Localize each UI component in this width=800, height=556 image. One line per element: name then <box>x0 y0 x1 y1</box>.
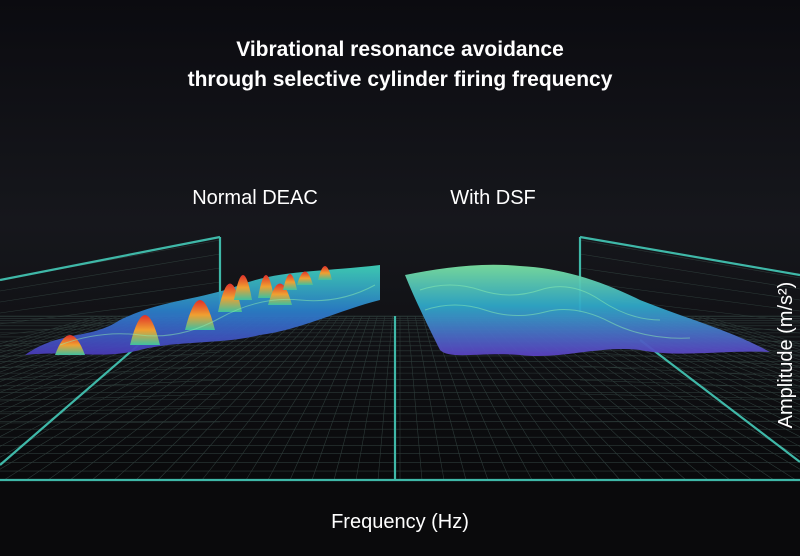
grid-line <box>0 351 221 369</box>
grid-line <box>0 315 113 350</box>
grid-line <box>311 315 371 481</box>
grid-line <box>579 239 800 279</box>
grid-line <box>0 315 105 347</box>
grid-line <box>0 315 121 354</box>
grid-line <box>579 420 800 423</box>
grid-line <box>579 365 800 378</box>
grid-line <box>0 393 221 402</box>
panel-label: Normal DEAC <box>192 187 318 209</box>
grid-line <box>267 315 355 481</box>
grid-line <box>0 421 221 424</box>
grid-line <box>579 407 800 411</box>
grid-line <box>695 315 800 347</box>
grid-line <box>113 315 302 481</box>
grid-line <box>579 253 800 290</box>
grid-line <box>672 315 800 357</box>
footer-band <box>0 480 800 556</box>
grid-line <box>245 315 348 481</box>
grid-line <box>377 315 393 481</box>
grid-line <box>69 315 287 481</box>
y-axis-label: Amplitude (m/s²) <box>775 282 797 429</box>
grid-line <box>0 315 249 458</box>
surface-ripples <box>59 284 691 346</box>
grid-line <box>579 393 800 400</box>
grid-line <box>0 407 221 413</box>
grid-line <box>3 315 264 481</box>
grid-line <box>333 315 378 481</box>
grid-line <box>179 315 325 481</box>
grid-line <box>135 315 310 481</box>
grid-line <box>0 281 221 314</box>
grid-line <box>579 351 800 367</box>
grid-line <box>91 315 295 481</box>
grid-line <box>407 315 423 481</box>
grid-line <box>0 253 221 292</box>
grid-line <box>157 315 317 481</box>
grid-line <box>0 315 128 357</box>
grid-line <box>0 315 257 470</box>
grid-line <box>289 315 363 481</box>
grid-line <box>0 315 98 344</box>
x-axis-label: Frequency (Hz) <box>331 511 469 533</box>
grid-line <box>0 267 221 303</box>
title-line: Vibrational resonance avoidance <box>236 38 564 61</box>
grid-line <box>47 315 280 481</box>
grid-line <box>679 315 800 354</box>
grid-line <box>0 379 221 391</box>
grid-line <box>702 315 800 344</box>
panel-label: With DSF <box>450 187 536 209</box>
grid-line <box>579 267 800 301</box>
grid-line <box>414 315 445 481</box>
surface-with-dsf <box>405 264 770 357</box>
grid-line <box>0 365 221 380</box>
grid-line <box>201 315 333 481</box>
grid-line <box>579 379 800 389</box>
grid-line <box>355 315 386 481</box>
grid-line <box>422 315 467 481</box>
grid-line <box>579 281 800 312</box>
grid-line <box>687 315 800 350</box>
title-line: through selective cylinder firing freque… <box>188 68 613 91</box>
grid-line <box>25 315 272 481</box>
grid-line <box>223 315 340 481</box>
